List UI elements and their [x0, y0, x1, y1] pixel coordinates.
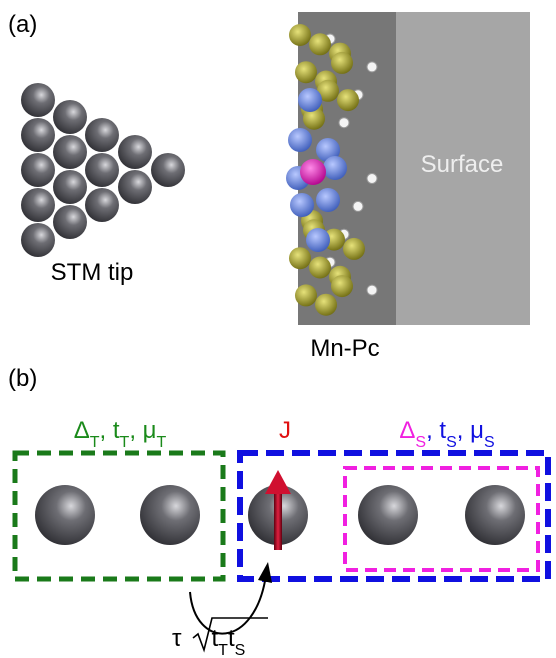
atom	[343, 237, 365, 260]
atom	[118, 170, 152, 204]
atom	[298, 88, 322, 112]
atom	[337, 89, 359, 112]
symbol: Δ	[399, 417, 415, 444]
atom	[289, 247, 311, 270]
subscript: T	[120, 434, 130, 451]
atom	[366, 284, 378, 296]
molecule	[286, 24, 378, 316]
atom	[288, 128, 312, 152]
atom	[295, 284, 317, 307]
atom	[338, 117, 350, 129]
atom	[309, 33, 331, 56]
surface-box	[237, 450, 551, 582]
coupling-label: J	[279, 417, 291, 444]
atom	[289, 24, 311, 46]
atom	[85, 153, 119, 187]
atom	[53, 135, 87, 169]
atom	[21, 153, 55, 187]
atom	[352, 200, 364, 212]
surface-params: ΔS, tS, μS	[399, 417, 494, 451]
atom	[366, 173, 378, 184]
tip-box	[12, 450, 226, 582]
spin-arrow	[274, 490, 282, 550]
chain	[35, 485, 525, 545]
atom	[366, 61, 378, 73]
atom	[309, 256, 331, 279]
hop-term: t	[228, 625, 235, 652]
molecule-label: Mn-Pc	[310, 335, 379, 362]
hop-arrowhead	[258, 562, 272, 583]
sqrt-sign	[192, 617, 268, 653]
atom	[316, 138, 340, 162]
hop-arrow	[189, 574, 267, 635]
atom	[295, 61, 317, 84]
surface	[396, 12, 530, 325]
subscript: S	[415, 434, 426, 451]
atom	[306, 228, 330, 252]
atom	[21, 118, 55, 152]
atom	[53, 170, 87, 204]
atom	[140, 485, 200, 545]
hop-term: T	[218, 642, 228, 658]
panel-label: (b)	[8, 365, 37, 392]
atom	[21, 188, 55, 222]
atom	[35, 485, 95, 545]
subscript: T	[90, 434, 100, 451]
spin-arrowhead	[265, 470, 291, 494]
atom	[21, 223, 55, 257]
stm-tip	[21, 83, 185, 257]
atom	[53, 100, 87, 134]
impurity-free-box	[343, 466, 540, 572]
tau: τ	[172, 625, 182, 652]
symbol: , μ	[129, 417, 156, 444]
atom	[303, 107, 325, 130]
atom	[118, 135, 152, 169]
atom	[358, 485, 418, 545]
surface-label: Surface	[421, 151, 504, 178]
atom	[21, 83, 55, 117]
subscript: S	[484, 434, 495, 451]
tip-label: STM tip	[51, 259, 134, 286]
symbol: , μ	[457, 417, 484, 444]
symbol: , t	[426, 417, 446, 444]
atom	[290, 193, 314, 217]
subscript: S	[446, 434, 457, 451]
tip-params: ΔT, tT, μT	[74, 417, 167, 451]
symbol: , t	[100, 417, 120, 444]
hopping-label: τ tTtS	[172, 625, 245, 658]
atom	[323, 156, 347, 180]
symbol: Δ	[74, 417, 90, 444]
atom	[331, 275, 353, 298]
atom	[317, 79, 339, 102]
atom	[85, 188, 119, 222]
subscript: T	[157, 434, 167, 451]
hop-term: t	[211, 625, 218, 652]
atom	[331, 51, 353, 74]
atom	[53, 205, 87, 239]
atom	[316, 188, 340, 212]
atom	[315, 293, 337, 316]
atom	[85, 118, 119, 152]
hop-term: S	[235, 642, 246, 658]
atom	[465, 485, 525, 545]
atom	[151, 153, 185, 187]
panel-label: (a)	[8, 11, 37, 38]
mn-atom	[300, 159, 326, 185]
